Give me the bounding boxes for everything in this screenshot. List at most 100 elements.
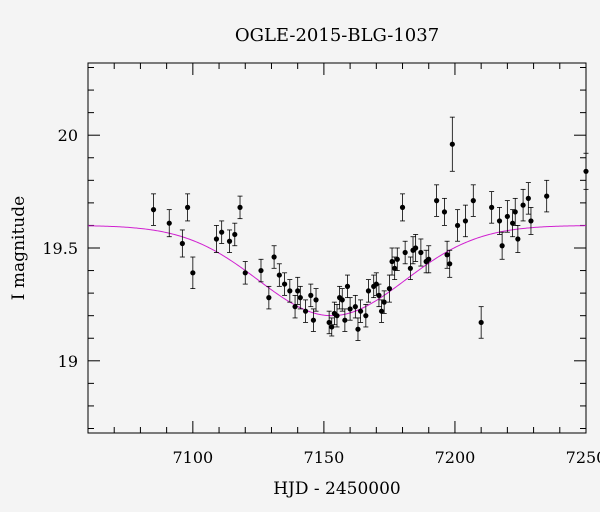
data-point <box>334 304 340 328</box>
data-marker <box>292 304 298 310</box>
data-marker <box>352 304 358 310</box>
data-point <box>179 229 185 258</box>
data-marker <box>313 297 319 303</box>
data-marker <box>389 258 395 265</box>
data-marker <box>413 245 419 251</box>
data-point <box>310 308 317 332</box>
axis-tick-labels: 7100 7150 7200 7250 19 19.5 20 <box>42 126 600 467</box>
data-point <box>454 209 461 242</box>
data-marker <box>344 283 351 289</box>
data-point <box>237 195 243 220</box>
data-marker <box>510 220 516 226</box>
data-point <box>339 288 345 312</box>
data-marker <box>266 295 272 301</box>
data-point <box>447 249 453 278</box>
data-point <box>426 245 432 274</box>
data-point <box>413 234 419 262</box>
data-point <box>276 263 282 287</box>
data-marker <box>219 229 225 235</box>
data-marker <box>515 236 521 242</box>
data-point <box>510 209 516 238</box>
data-marker <box>339 297 345 303</box>
data-points-layer <box>150 116 589 341</box>
data-marker <box>378 308 385 314</box>
data-point <box>357 299 364 323</box>
data-point <box>434 184 440 217</box>
data-marker <box>237 204 243 210</box>
data-marker <box>525 195 531 201</box>
data-point <box>266 285 272 310</box>
data-marker <box>434 198 440 204</box>
data-point <box>213 225 220 253</box>
data-marker <box>376 292 382 298</box>
data-point <box>326 310 332 335</box>
data-marker <box>407 265 413 271</box>
data-marker <box>544 193 550 199</box>
data-marker <box>373 281 379 287</box>
data-marker <box>512 209 518 215</box>
data-marker <box>347 306 353 312</box>
data-point <box>386 274 393 303</box>
data-point <box>347 297 353 321</box>
data-marker <box>394 256 400 262</box>
data-point <box>444 240 450 269</box>
data-point <box>271 245 277 269</box>
data-point <box>352 294 358 319</box>
data-point <box>242 261 248 285</box>
data-point <box>399 193 406 222</box>
data-point <box>365 279 372 303</box>
data-point <box>449 116 455 172</box>
data-point <box>292 294 298 319</box>
data-point <box>166 209 172 238</box>
data-marker <box>281 281 288 287</box>
data-point <box>394 247 400 271</box>
data-marker <box>499 243 505 249</box>
data-marker <box>441 209 448 215</box>
data-point <box>308 283 314 308</box>
data-marker <box>329 324 335 330</box>
data-point <box>525 182 531 215</box>
data-point <box>470 184 476 217</box>
data-marker <box>462 218 469 224</box>
data-marker <box>504 213 510 220</box>
data-point <box>515 225 521 253</box>
data-marker <box>583 168 589 174</box>
data-point <box>363 304 369 328</box>
data-marker <box>150 207 157 213</box>
data-point <box>496 206 503 235</box>
data-marker <box>418 249 424 256</box>
data-point <box>232 222 238 247</box>
data-point <box>583 152 589 190</box>
data-point <box>297 285 303 310</box>
data-marker <box>308 292 314 298</box>
data-marker <box>402 249 408 256</box>
y-tick-label: 19.5 <box>42 239 78 258</box>
data-marker <box>326 319 332 326</box>
data-point <box>190 256 196 290</box>
data-marker <box>166 220 172 226</box>
data-marker <box>449 141 455 147</box>
data-marker <box>190 270 196 276</box>
data-point <box>478 306 484 339</box>
data-point <box>520 188 526 222</box>
data-point <box>418 238 424 267</box>
data-point <box>342 308 348 332</box>
data-point <box>376 283 382 308</box>
data-marker <box>363 313 369 319</box>
x-tick-label: 7200 <box>435 448 476 467</box>
y-tick-label: 20 <box>58 126 78 145</box>
y-tick-label: 19 <box>58 352 78 371</box>
data-point <box>462 204 469 238</box>
data-marker <box>357 308 364 314</box>
data-marker <box>454 222 461 229</box>
data-point <box>499 231 505 260</box>
y-axis-label: I magnitude <box>9 196 29 300</box>
data-marker <box>528 218 534 224</box>
data-marker <box>470 198 476 204</box>
data-marker <box>392 265 398 271</box>
data-point <box>344 274 351 299</box>
data-point <box>329 317 335 337</box>
data-point <box>544 179 550 213</box>
data-point <box>302 299 309 323</box>
